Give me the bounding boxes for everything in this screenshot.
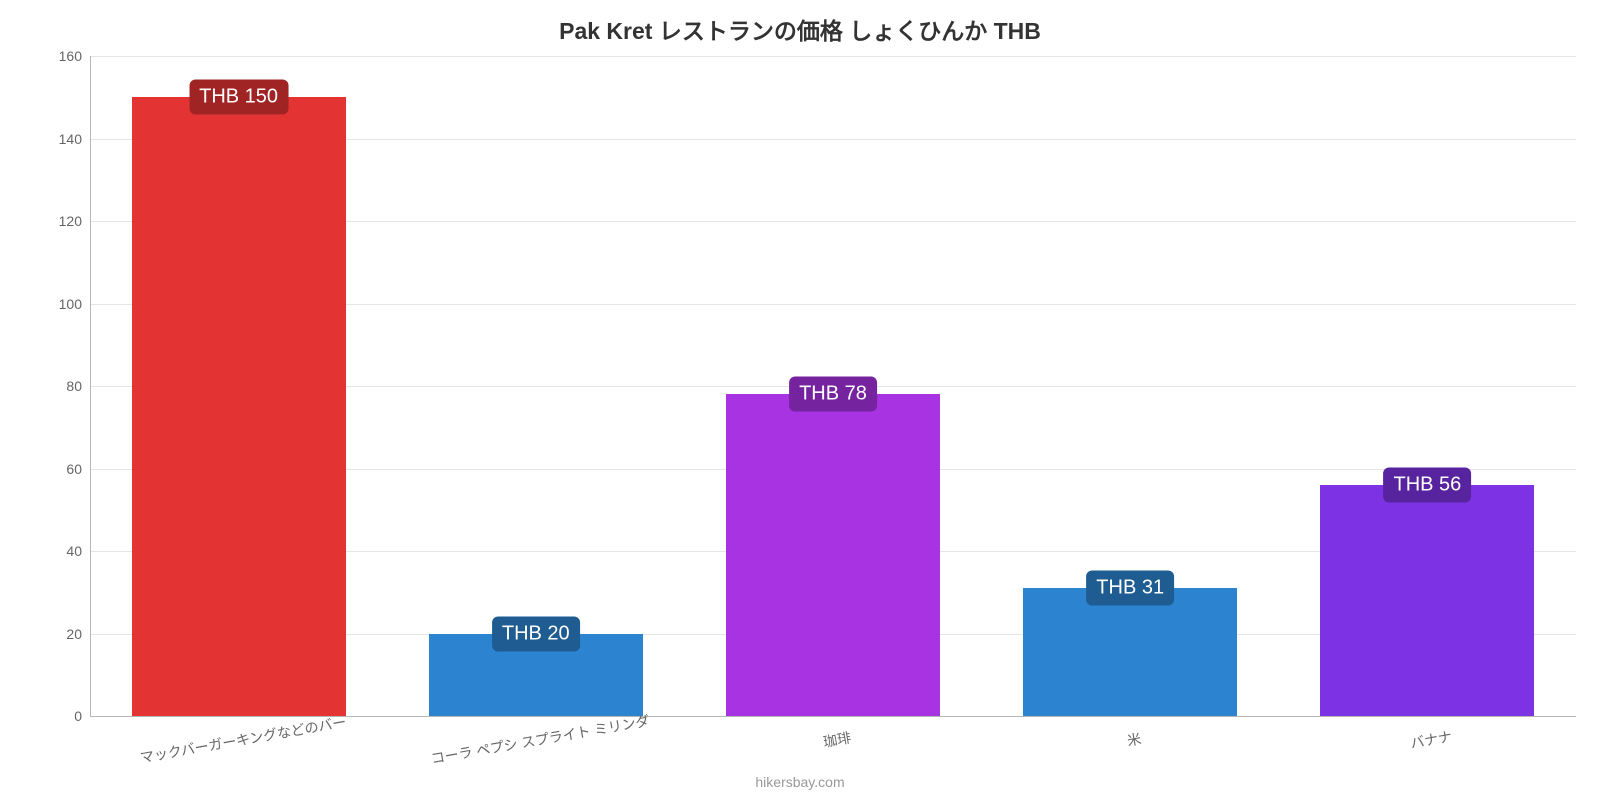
attribution: hikersbay.com	[755, 774, 844, 790]
x-tick-label: バナナ	[1407, 712, 1454, 753]
y-tick-label: 60	[66, 461, 90, 477]
bar: THB 56	[1320, 485, 1534, 716]
gridline	[90, 56, 1576, 57]
bar: THB 78	[726, 394, 940, 716]
y-tick-label: 20	[66, 626, 90, 642]
bar: THB 150	[132, 97, 346, 716]
value-badge: THB 150	[189, 80, 288, 115]
plot-area: 020406080100120140160THB 150マックバーガーキングなど…	[90, 56, 1576, 716]
y-axis	[90, 56, 91, 716]
y-tick-label: 100	[59, 296, 90, 312]
y-tick-label: 0	[74, 708, 90, 724]
value-badge: THB 78	[789, 377, 877, 412]
y-tick-label: 140	[59, 131, 90, 147]
y-tick-label: 80	[66, 378, 90, 394]
y-tick-label: 120	[59, 213, 90, 229]
bar: THB 31	[1023, 588, 1237, 716]
y-tick-label: 40	[66, 543, 90, 559]
chart-title: Pak Kret レストランの価格 しょくひんか THB	[0, 12, 1600, 46]
x-tick-label: 米	[1123, 715, 1143, 751]
value-badge: THB 20	[492, 616, 580, 651]
value-badge: THB 56	[1383, 468, 1471, 503]
value-badge: THB 31	[1086, 571, 1174, 606]
y-tick-label: 160	[59, 48, 90, 64]
x-tick-label: 珈琲	[819, 714, 852, 752]
chart-container: Pak Kret レストランの価格 しょくひんか THB 02040608010…	[0, 0, 1600, 800]
